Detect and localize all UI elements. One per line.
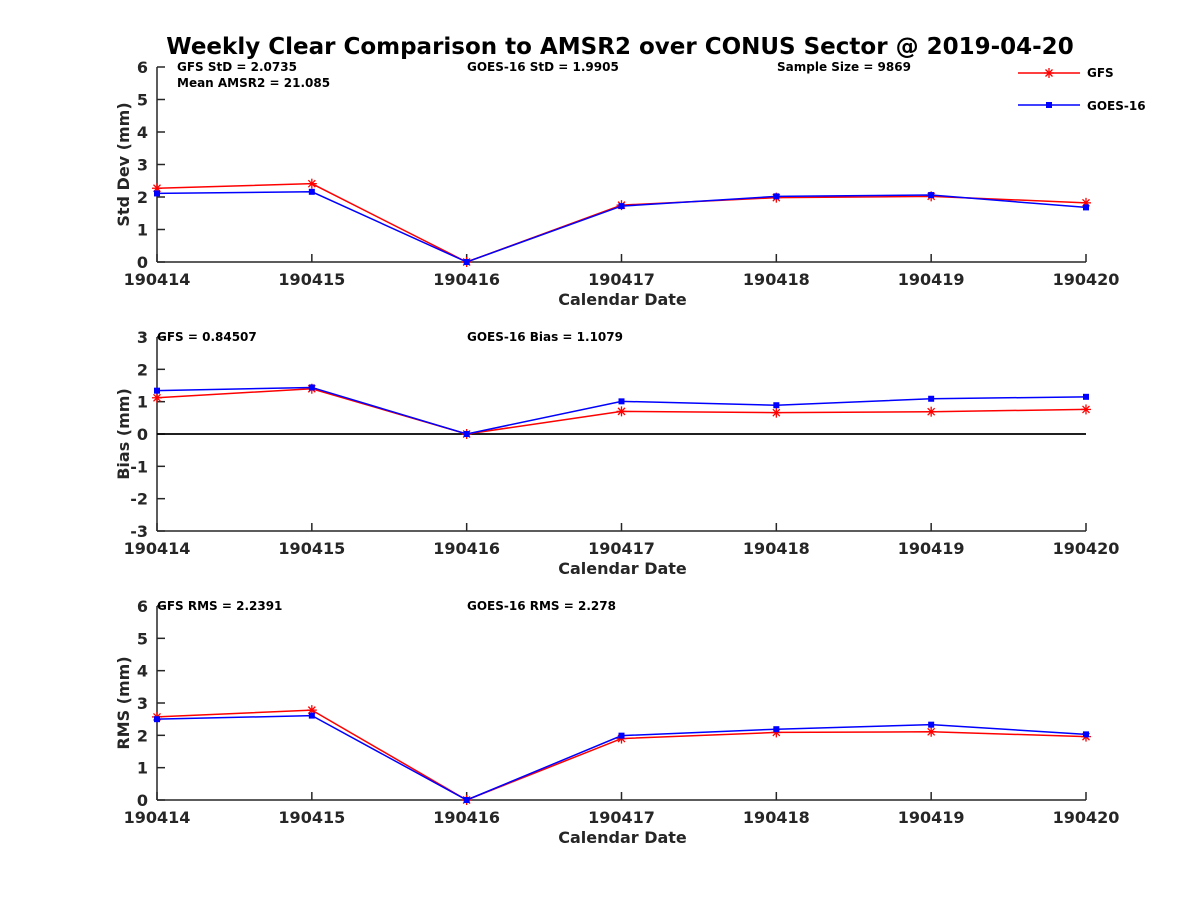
x-tick-label: 190414: [124, 539, 191, 558]
x-tick-label: 190414: [124, 270, 191, 289]
x-tick-label: 190420: [1053, 539, 1120, 558]
y-tick-label: 2: [137, 360, 148, 379]
goes-16-data-point: [1083, 393, 1089, 400]
goes-16-data-point: [463, 431, 470, 437]
y-tick-label: 6: [137, 597, 148, 616]
y-tick-label: 2: [137, 188, 148, 207]
annotation-sample-size: Sample Size = 9869: [777, 60, 911, 74]
y-tick-label: -2: [130, 490, 148, 509]
goes-16-data-point: [618, 732, 625, 739]
y-tick-label: 3: [137, 694, 148, 713]
goes-16-data-point: [463, 259, 470, 265]
x-axis-label: Calendar Date: [558, 290, 687, 309]
x-tick-label: 190416: [433, 539, 500, 558]
goes-16-data-point: [463, 797, 470, 803]
y-axis-label: RMS (mm): [114, 656, 133, 749]
legend-goes-label: GOES-16: [1087, 99, 1146, 113]
x-tick-label: 190418: [743, 539, 810, 558]
x-tick-label: 190420: [1053, 808, 1120, 827]
legend-goes-marker: [1046, 102, 1052, 108]
gfs-data-point: [152, 392, 162, 403]
annotation-goes-std: GOES-16 StD = 1.9905: [467, 60, 619, 74]
goes-16-data-point: [773, 193, 780, 200]
goes-16-data-point: [928, 395, 935, 402]
y-tick-label: 4: [137, 123, 148, 142]
gfs-data-point: [926, 406, 937, 417]
x-tick-label: 190420: [1053, 270, 1120, 289]
y-tick-label: 0: [137, 253, 148, 272]
goes-16-data-point: [618, 398, 625, 405]
bias-panel: -3 -2 -1 0 1 2 3 190414 190415 190416 190417 190418…: [114, 328, 1119, 578]
annotation-gfs-rms: GFS RMS = 2.2391: [157, 599, 282, 613]
x-tick-label: 190419: [898, 539, 965, 558]
gfs-data-point: [306, 705, 317, 716]
y-tick-label: 5: [137, 91, 148, 110]
annotation-gfs-bias: GFS = 0.84507: [157, 330, 257, 344]
x-tick-label: 190417: [588, 539, 655, 558]
x-tick-label: 190417: [588, 270, 655, 289]
x-tick-label: 190414: [124, 808, 191, 827]
y-tick-label: 3: [137, 156, 148, 175]
x-axis-label: Calendar Date: [558, 828, 687, 847]
goes-16-data-point: [1083, 204, 1089, 211]
goes-16-data-point: [308, 384, 315, 391]
goes-16-data-point: [1083, 731, 1089, 738]
x-tick-label: 190416: [433, 808, 500, 827]
x-tick-label: 190415: [278, 270, 345, 289]
y-tick-label: 0: [137, 791, 148, 810]
y-tick-label: -1: [130, 457, 148, 476]
x-tick-label: 190417: [588, 808, 655, 827]
rms-panel: 0 1 2 3 4 5 6 190414 190415 190416 190417 190418 190…: [114, 597, 1119, 847]
legend-gfs-label: GFS: [1087, 66, 1114, 80]
goes-16-data-point: [618, 203, 625, 210]
goes-16-data-point: [154, 716, 160, 723]
goes-16-data-point: [154, 190, 160, 197]
gfs-data-point: [1081, 404, 1091, 415]
x-tick-label: 190415: [278, 539, 345, 558]
y-tick-label: 1: [137, 393, 148, 412]
y-tick-label: 6: [137, 58, 148, 77]
y-tick-label: 4: [137, 662, 148, 681]
goes-16-data-point: [154, 387, 160, 394]
annotation-gfs-std: GFS StD = 2.0735: [177, 60, 297, 74]
goes-16-data-point: [773, 726, 780, 733]
x-axis-label: Calendar Date: [558, 559, 687, 578]
y-axis-label: Bias (mm): [114, 388, 133, 480]
y-tick-label: 3: [137, 328, 148, 347]
gfs-data-point: [926, 726, 937, 737]
y-axis-label: Std Dev (mm): [114, 102, 133, 226]
goes-16-data-point: [308, 712, 315, 719]
legend: GFS GOES-16: [1018, 66, 1146, 113]
gfs-series-line: [156, 709, 1087, 801]
goes-16-data-point: [308, 188, 315, 195]
y-tick-label: 5: [137, 629, 148, 648]
gfs-series-line: [156, 182, 1087, 263]
goes-16-data-point: [928, 192, 935, 199]
annotation-goes-rms: GOES-16 RMS = 2.278: [467, 599, 616, 613]
y-tick-label: 0: [137, 425, 148, 444]
x-tick-label: 190418: [743, 808, 810, 827]
goes-16-series-line: [156, 714, 1087, 801]
y-tick-label: 1: [137, 759, 148, 778]
x-tick-label: 190419: [898, 270, 965, 289]
std-dev-panel: 0 1 2 3 4 5 6 190414 190415 190416 190417 190418 190…: [114, 58, 1119, 309]
chart-title: Weekly Clear Comparison to AMSR2 over CO…: [166, 34, 1073, 60]
gfs-data-point: [306, 178, 317, 189]
x-tick-label: 190419: [898, 808, 965, 827]
y-tick-label: 2: [137, 726, 148, 745]
gfs-data-point: [616, 406, 627, 417]
annotation-mean-amsr2: Mean AMSR2 = 21.085: [177, 76, 330, 90]
y-tick-label: 1: [137, 221, 148, 240]
x-tick-label: 190418: [743, 270, 810, 289]
goes-16-data-point: [928, 721, 935, 728]
y-tick-label: -3: [130, 522, 148, 541]
x-tick-label: 190416: [433, 270, 500, 289]
legend-gfs-asterisk: [1044, 68, 1054, 78]
gfs-data-point: [771, 407, 782, 418]
goes-16-data-point: [773, 402, 780, 409]
x-tick-label: 190415: [278, 808, 345, 827]
annotation-goes-bias: GOES-16 Bias = 1.1079: [467, 330, 623, 344]
legend-gfs-marker: [1044, 68, 1054, 78]
